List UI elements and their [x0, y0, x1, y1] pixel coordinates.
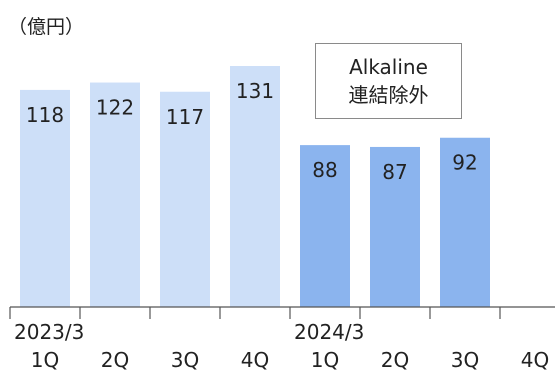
- unit-label: （億円）: [8, 16, 85, 38]
- bar-value-label-3: 117: [166, 105, 204, 129]
- bar-2: [90, 82, 140, 307]
- bar-1: [20, 89, 70, 307]
- bar-3: [160, 91, 210, 307]
- bar-value-label-5: 88: [312, 158, 337, 182]
- bar-7: [440, 137, 490, 307]
- bar-6: [370, 146, 420, 307]
- annotation-line-2: 連結除外: [348, 83, 429, 107]
- bar-value-label-7: 92: [452, 151, 477, 175]
- x-category-label-8: 4Q: [521, 348, 549, 372]
- annotation-line-1: Alkaline: [349, 55, 428, 79]
- x-category-label-4: 4Q: [241, 348, 269, 372]
- x-year-label-2: 2024/3: [294, 320, 364, 344]
- x-category-label-5: 1Q: [311, 348, 339, 372]
- x-category-label-3: 3Q: [171, 348, 199, 372]
- x-category-label-1: 1Q: [31, 348, 59, 372]
- x-category-label-7: 3Q: [451, 348, 479, 372]
- x-year-label-1: 2023/3: [14, 320, 84, 344]
- bar-value-label-2: 122: [96, 96, 134, 120]
- bar-5: [300, 145, 350, 307]
- bar-value-label-1: 118: [26, 103, 64, 127]
- bar-value-label-4: 131: [236, 79, 274, 103]
- x-category-label-6: 2Q: [381, 348, 409, 372]
- bar-4: [230, 66, 280, 307]
- annotation-box: Alkaline 連結除外: [315, 43, 462, 119]
- bar-value-label-6: 87: [382, 160, 407, 184]
- x-category-label-2: 2Q: [101, 348, 129, 372]
